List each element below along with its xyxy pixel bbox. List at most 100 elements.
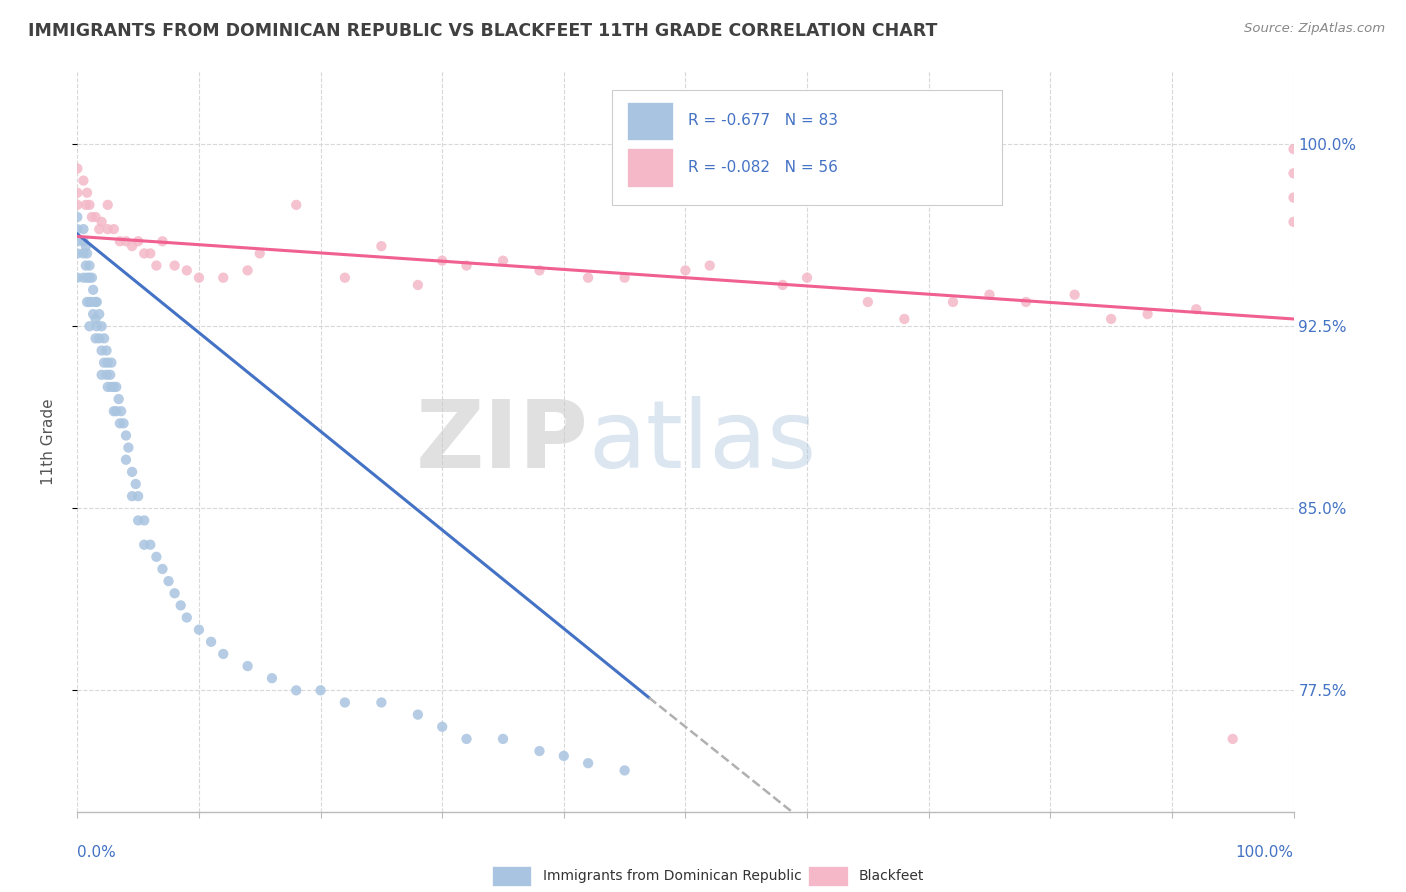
Point	[75, 198, 97, 212]
Point	[72, 173, 94, 187]
Point	[1282, 215, 1305, 229]
Point	[212, 647, 235, 661]
Point	[134, 513, 156, 527]
Point	[96, 368, 118, 382]
Point	[456, 259, 478, 273]
Point	[249, 246, 271, 260]
Point	[333, 696, 356, 710]
Point	[127, 513, 149, 527]
Point	[66, 234, 89, 248]
Point	[121, 489, 143, 503]
Point	[66, 270, 89, 285]
Point	[893, 312, 915, 326]
Point	[145, 549, 167, 564]
Text: IMMIGRANTS FROM DOMINICAN REPUBLIC VS BLACKFEET 11TH GRADE CORRELATION CHART: IMMIGRANTS FROM DOMINICAN REPUBLIC VS BL…	[28, 22, 938, 40]
Point	[115, 428, 138, 442]
Point	[80, 210, 103, 224]
Point	[1063, 287, 1085, 301]
Point	[1136, 307, 1159, 321]
Point	[98, 368, 121, 382]
Point	[188, 623, 211, 637]
Point	[100, 356, 122, 370]
Point	[84, 331, 107, 345]
Point	[66, 210, 89, 224]
Point	[456, 731, 478, 746]
Point	[80, 295, 103, 310]
Point	[432, 253, 454, 268]
Text: ZIP: ZIP	[415, 395, 588, 488]
Point	[100, 380, 122, 394]
Point	[72, 234, 94, 248]
Text: Blackfeet: Blackfeet	[859, 869, 924, 883]
Point	[79, 198, 101, 212]
Point	[163, 586, 186, 600]
Point	[79, 270, 101, 285]
FancyBboxPatch shape	[613, 90, 1001, 204]
Point	[110, 404, 132, 418]
Point	[115, 234, 138, 248]
Point	[66, 161, 89, 176]
Point	[79, 319, 101, 334]
Point	[121, 239, 143, 253]
Text: R = -0.677   N = 83: R = -0.677 N = 83	[688, 113, 838, 128]
Point	[121, 465, 143, 479]
Point	[1099, 312, 1122, 326]
Point	[89, 331, 111, 345]
Point	[66, 222, 89, 236]
Point	[75, 239, 97, 253]
Point	[76, 270, 98, 285]
Point	[127, 489, 149, 503]
Point	[96, 343, 118, 358]
Point	[529, 263, 551, 277]
Point	[84, 295, 107, 310]
Point	[157, 574, 180, 588]
Text: atlas: atlas	[588, 395, 817, 488]
Point	[75, 259, 97, 273]
Point	[134, 538, 156, 552]
Point	[260, 671, 283, 685]
Point	[333, 270, 356, 285]
Point	[115, 452, 138, 467]
Point	[72, 270, 94, 285]
Point	[66, 198, 89, 212]
Point	[93, 356, 115, 370]
Point	[492, 731, 515, 746]
Point	[89, 222, 111, 236]
Point	[1282, 166, 1305, 180]
Point	[84, 210, 107, 224]
Point	[103, 404, 125, 418]
Point	[84, 312, 107, 326]
Point	[139, 538, 162, 552]
Text: 100.0%: 100.0%	[1236, 845, 1294, 860]
Point	[529, 744, 551, 758]
Point	[82, 283, 104, 297]
Point	[979, 287, 1001, 301]
Point	[613, 764, 636, 778]
Point	[108, 234, 131, 248]
Point	[90, 368, 112, 382]
Point	[236, 659, 259, 673]
Point	[66, 246, 89, 260]
Point	[1222, 731, 1244, 746]
Point	[176, 263, 198, 277]
Point	[553, 748, 575, 763]
Point	[127, 234, 149, 248]
Point	[86, 319, 108, 334]
Point	[117, 441, 139, 455]
Point	[432, 720, 454, 734]
Point	[163, 259, 186, 273]
Point	[72, 246, 94, 260]
Point	[105, 380, 128, 394]
Point	[796, 270, 818, 285]
Point	[145, 259, 167, 273]
Point	[406, 277, 429, 292]
Point	[309, 683, 332, 698]
Point	[76, 246, 98, 260]
Point	[212, 270, 235, 285]
Y-axis label: 11th Grade: 11th Grade	[42, 398, 56, 485]
Point	[76, 295, 98, 310]
Bar	[627, 148, 673, 186]
Point	[105, 404, 128, 418]
Point	[492, 253, 515, 268]
Point	[97, 356, 120, 370]
